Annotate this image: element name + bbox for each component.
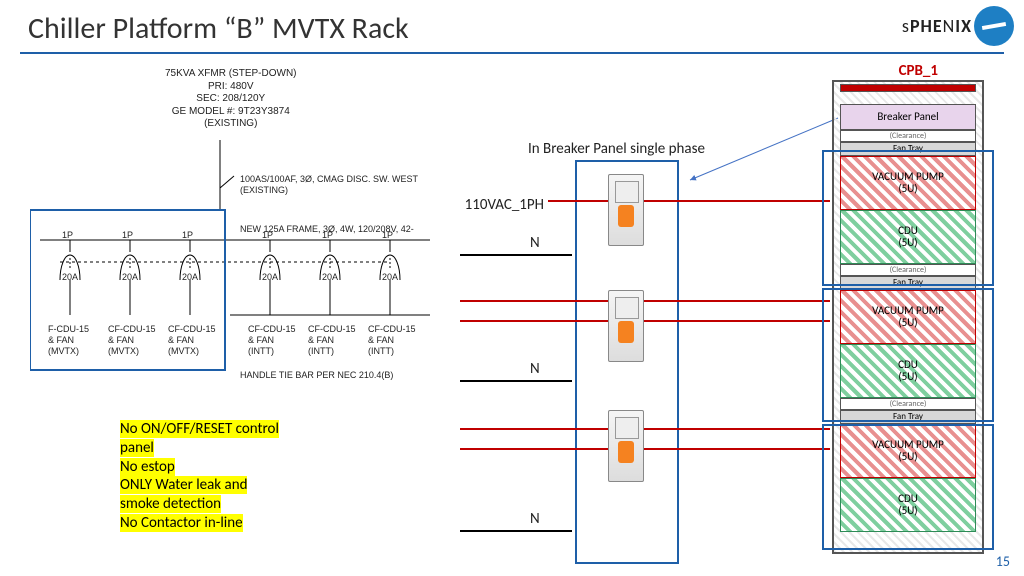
rack-unit-vac: VACUUM PUMP(5U): [840, 290, 976, 344]
rack: Breaker Panel(Clearance)Fan TrayVACUUM P…: [832, 80, 984, 554]
svg-text:1P: 1P: [122, 230, 133, 240]
svg-text:F-CDU-15: F-CDU-15: [48, 324, 89, 334]
svg-text:1P: 1P: [382, 230, 393, 240]
svg-text:(INTT): (INTT): [308, 346, 334, 356]
rack-unit-cdu: CDU(5U): [840, 344, 976, 398]
svg-text:1P: 1P: [322, 230, 333, 240]
breaker-panel-title: In Breaker Panel single phase: [528, 140, 705, 158]
page-number: 15: [996, 553, 1010, 570]
svg-text:& FAN: & FAN: [368, 335, 394, 345]
svg-text:& FAN: & FAN: [168, 335, 194, 345]
rack-unit-bp: Breaker Panel: [840, 104, 976, 130]
svg-text:(INTT): (INTT): [368, 346, 394, 356]
svg-text:& FAN: & FAN: [108, 335, 134, 345]
svg-text:CF-CDU-15: CF-CDU-15: [248, 324, 296, 334]
logo-text: sPHENIX: [902, 15, 972, 37]
wire: [460, 300, 830, 302]
svg-text:100AS/100AF, 3Ø, CMAG DISC. SW: 100AS/100AF, 3Ø, CMAG DISC. SW. WEST: [240, 174, 419, 184]
rack-unit-cdu: CDU(5U): [840, 478, 976, 532]
wire: [548, 200, 830, 202]
title-rule: [20, 52, 1004, 54]
svg-text:CF-CDU-15: CF-CDU-15: [108, 324, 156, 334]
svg-text:CF-CDU-15: CF-CDU-15: [168, 324, 216, 334]
svg-text:(MVTX): (MVTX): [48, 346, 79, 356]
wire: [460, 254, 572, 256]
rack-label: CPB_1: [899, 62, 938, 80]
rack-unit-cdu: CDU(5U): [840, 210, 976, 264]
slide-title: Chiller Platform “B” MVTX Rack: [28, 10, 409, 47]
svg-text:1P: 1P: [182, 230, 193, 240]
wire: [460, 380, 572, 382]
breaker-icon: [608, 174, 644, 246]
rack-unit-fan: Fan Tray: [840, 276, 976, 290]
svg-text:(EXISTING): (EXISTING): [240, 185, 288, 195]
rack-unit-clr: (Clearance): [840, 264, 976, 276]
wire: [460, 428, 830, 430]
rack-inner: Breaker Panel(Clearance)Fan TrayVACUUM P…: [840, 82, 976, 532]
svg-text:& FAN: & FAN: [308, 335, 334, 345]
rack-unit-vac: VACUUM PUMP(5U): [840, 424, 976, 478]
svg-text:(INTT): (INTT): [248, 346, 274, 356]
svg-text:1P: 1P: [262, 230, 273, 240]
voltage-label: 110VAC_1PH: [454, 196, 544, 214]
svg-text:HANDLE TIE BAR PER NEC 210.4(B: HANDLE TIE BAR PER NEC 210.4(B): [240, 370, 393, 380]
svg-text:(MVTX): (MVTX): [168, 346, 199, 356]
rack-unit-fan: Fan Tray: [840, 142, 976, 156]
xfmr-spec: 75KVA XFMR (STEP-DOWN)PRI: 480VSEC: 208/…: [165, 68, 297, 131]
rack-unit-clr: (Clearance): [840, 398, 976, 410]
neutral-label: N: [530, 360, 540, 378]
rack-unit-vac: VACUUM PUMP(5U): [840, 156, 976, 210]
rack-unit-clr: (Clearance): [840, 130, 976, 142]
wire: [460, 448, 830, 450]
svg-text:1P: 1P: [62, 230, 73, 240]
neutral-label: N: [530, 510, 540, 528]
logo-icon: [974, 6, 1014, 46]
breaker-icon: [608, 410, 644, 482]
wire: [460, 530, 572, 532]
wire: [460, 320, 830, 322]
breaker-icon: [608, 290, 644, 362]
warning-notes: No ON/OFF/RESET controlpanelNo estopONLY…: [120, 420, 279, 533]
logo: sPHENIX: [902, 6, 1014, 46]
svg-text:CF-CDU-15: CF-CDU-15: [308, 324, 356, 334]
svg-text:CF-CDU-15: CF-CDU-15: [368, 324, 416, 334]
svg-text:& FAN: & FAN: [248, 335, 274, 345]
svg-text:(MVTX): (MVTX): [108, 346, 139, 356]
neutral-label: N: [530, 234, 540, 252]
svg-text:& FAN: & FAN: [48, 335, 74, 345]
rack-unit-fan: Fan Tray: [840, 410, 976, 424]
wiring-diagram: 100AS/100AF, 3Ø, CMAG DISC. SW. WEST(EXI…: [30, 140, 450, 400]
rack-unit-redbar: [840, 84, 976, 92]
